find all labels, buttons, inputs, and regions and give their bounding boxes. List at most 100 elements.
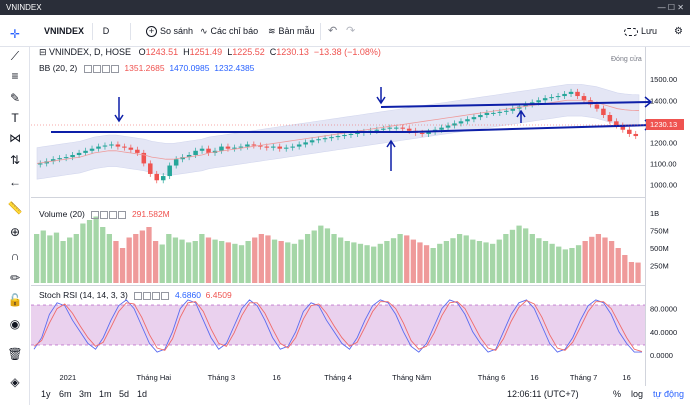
- magnet-icon[interactable]: ∩: [10, 249, 20, 263]
- candle-body: [633, 133, 639, 137]
- volume-tick-label: 750M: [650, 227, 669, 236]
- auto-scale-toggle[interactable]: tự động: [653, 389, 685, 399]
- volume-bar: [34, 234, 40, 283]
- volume-bar: [622, 255, 628, 283]
- symbol-search-button[interactable]: VNINDEX: [44, 26, 85, 36]
- candle-body: [96, 146, 101, 149]
- price-tick-label: 1200.00: [650, 138, 677, 147]
- text-icon[interactable]: T: [11, 111, 19, 125]
- interval-button[interactable]: D: [102, 26, 110, 36]
- volume-bar: [265, 235, 271, 283]
- bb-label: BB (20, 2): [39, 63, 78, 73]
- time-tick-label: 16: [622, 373, 630, 382]
- volume-bar: [324, 228, 331, 283]
- eye-icon[interactable]: ◉: [9, 317, 21, 331]
- trash-icon[interactable]: 🗑: [7, 347, 23, 361]
- candle-body: [173, 159, 179, 166]
- volume-bar: [423, 245, 430, 283]
- candle-body: [264, 146, 270, 148]
- range-1m[interactable]: 1m: [99, 389, 112, 399]
- volume-bar: [371, 246, 377, 283]
- candle-body: [245, 144, 250, 147]
- fib-icon[interactable]: ≡: [11, 69, 19, 83]
- volume-bar: [404, 235, 410, 283]
- indicator-buttons[interactable]: [134, 290, 170, 300]
- gear-icon[interactable]: ⚙: [674, 26, 683, 37]
- candle-body: [355, 132, 360, 134]
- rsi-tick-label: 0.0000: [650, 351, 673, 360]
- chart-area[interactable]: 1500.001400.001300.001200.001100.001000.…: [31, 47, 690, 405]
- volume-bar: [595, 234, 602, 283]
- volume-bar: [582, 241, 588, 283]
- volume-bar: [450, 238, 456, 283]
- layers-icon[interactable]: ◈: [10, 375, 20, 389]
- pattern-icon[interactable]: ⋈: [9, 131, 21, 145]
- candle-body: [568, 91, 574, 94]
- volume-bar: [397, 234, 403, 283]
- indicators-button[interactable]: ∿ Các chỉ báo: [200, 23, 258, 40]
- crosshair-icon[interactable]: ✛: [9, 27, 21, 41]
- volume-bar: [192, 241, 198, 283]
- trend-line-icon[interactable]: ⟋: [10, 49, 20, 63]
- window-title: VNINDEX: [6, 3, 42, 12]
- candle-body: [348, 133, 354, 135]
- lock-drawing-icon[interactable]: ✏: [9, 271, 21, 285]
- window-controls[interactable]: — ☐ ✕: [657, 3, 684, 12]
- zoom-in-icon[interactable]: ⊕: [9, 225, 21, 239]
- volume-bar: [106, 234, 112, 283]
- time-axis[interactable]: 2021 Tháng Hai Tháng 3 16 Tháng 4 Tháng Năm Th…: [59, 373, 630, 382]
- lock-icon[interactable]: 🔓: [7, 293, 23, 307]
- redo-icon[interactable]: ↷: [346, 25, 356, 37]
- volume-bar: [311, 230, 317, 283]
- volume-bar: [304, 234, 311, 283]
- candle-body: [381, 128, 386, 130]
- prediction-icon[interactable]: ⇅: [9, 153, 21, 167]
- percent-toggle[interactable]: %: [613, 389, 622, 399]
- up-arrow-annotation: [516, 109, 526, 123]
- candle-body: [122, 146, 127, 148]
- back-arrow-icon[interactable]: ←: [9, 175, 21, 189]
- candle-body: [296, 144, 302, 147]
- candle-body: [89, 148, 95, 151]
- price-tick-label: 1500.00: [650, 75, 677, 84]
- ruler-icon[interactable]: 📏: [7, 201, 23, 215]
- range-6m[interactable]: 6m: [59, 389, 72, 399]
- range-1d[interactable]: 1d: [137, 389, 148, 399]
- legend-open: 1243.51: [145, 47, 179, 57]
- legend-high-label: H: [183, 47, 190, 57]
- undo-icon[interactable]: ↶: [328, 25, 338, 37]
- range-3m[interactable]: 3m: [79, 389, 92, 399]
- templates-button[interactable]: ≋ Bản mẫu: [268, 23, 315, 40]
- volume-bar: [635, 262, 641, 283]
- price-axis[interactable]: 1500.001400.001300.001200.001100.001000.…: [650, 75, 677, 189]
- volume-bar: [490, 243, 496, 283]
- volume-bar: [80, 223, 86, 283]
- volume-bar: [556, 246, 562, 283]
- time-tick-label: Tháng 3: [208, 373, 236, 382]
- candle-body: [148, 163, 153, 174]
- save-button[interactable]: Lưu: [624, 23, 657, 40]
- brush-icon[interactable]: ✎: [9, 91, 21, 105]
- chart-toggle-icon[interactable]: ⊟: [39, 47, 50, 57]
- volume-bar: [113, 241, 119, 283]
- compare-button[interactable]: + So sánh: [146, 23, 193, 40]
- template-icon: ≋: [268, 26, 276, 36]
- candle-body: [199, 148, 205, 151]
- volume-bar: [232, 243, 238, 283]
- chart-canvas[interactable]: 1500.001400.001300.001200.001100.001000.…: [31, 47, 690, 387]
- clock[interactable]: 12:06:11 (UTC+7): [507, 389, 579, 399]
- range-5d[interactable]: 5d: [119, 389, 130, 399]
- log-toggle[interactable]: log: [631, 389, 644, 399]
- candle-body: [128, 147, 134, 150]
- volume-bar: [146, 227, 152, 283]
- range-1y[interactable]: 1y: [41, 389, 51, 399]
- volume-bar: [437, 243, 443, 283]
- stoch-label: Stoch RSI (14, 14, 3, 3): [39, 290, 128, 300]
- candle-body: [406, 128, 412, 131]
- volume-bar: [602, 237, 608, 283]
- indicator-buttons[interactable]: [91, 209, 127, 219]
- legend-high: 1251.49: [189, 47, 223, 57]
- volume-bar: [615, 248, 621, 283]
- plus-circle-icon: +: [146, 26, 157, 37]
- indicator-buttons[interactable]: [83, 63, 120, 73]
